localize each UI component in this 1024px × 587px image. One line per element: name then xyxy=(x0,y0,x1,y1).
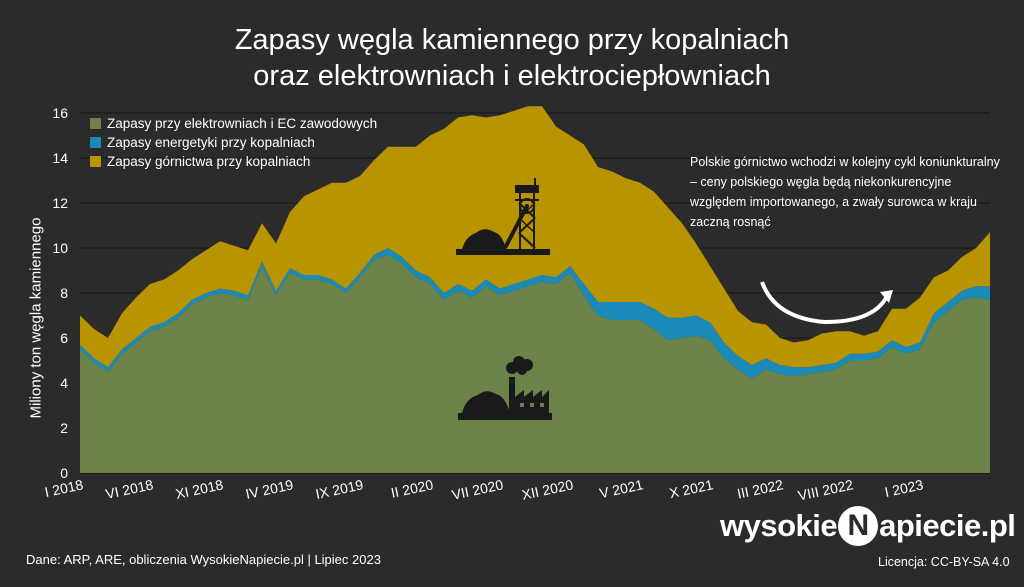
y-tick-label: 14 xyxy=(52,150,68,166)
brand-text-1: wysokie xyxy=(720,508,838,543)
area-series-0 xyxy=(80,254,990,473)
x-tick-label: I 2018 xyxy=(43,476,85,500)
y-tick-label: 8 xyxy=(60,285,68,301)
legend: Zapasy przy elektrowniach i EC zawodowyc… xyxy=(90,114,377,171)
legend-swatch-ec xyxy=(90,118,101,129)
brand-logo: wysokie N apiecie.pl xyxy=(720,506,1016,546)
x-tick-label: VI 2018 xyxy=(104,476,155,502)
legend-swatch-energetyka xyxy=(90,137,101,148)
y-tick-label: 4 xyxy=(60,375,68,391)
y-tick-labels: 0 2 4 6 8 10 12 14 16 xyxy=(52,105,68,481)
x-tick-label: XII 2020 xyxy=(520,476,575,503)
chart-title-line-1: Zapasy węgla kamiennego przy kopalniach xyxy=(234,24,790,56)
x-tick-label: IV 2019 xyxy=(244,476,295,502)
chart-annotation: Polskie górnictwo wchodzi w kolejny cykl… xyxy=(690,155,1000,229)
x-tick-label: VIII 2022 xyxy=(796,476,854,503)
brand-text-2: apiecie.pl xyxy=(879,508,1016,543)
legend-label-energetyka: Zapasy energetyki przy kopalniach xyxy=(107,135,315,150)
legend-item-energetyka: Zapasy energetyki przy kopalniach xyxy=(90,133,377,152)
y-tick-label: 10 xyxy=(52,240,68,256)
source-note: Dane: ARP, ARE, obliczenia WysokieNapiec… xyxy=(26,552,381,567)
x-tick-label: X 2021 xyxy=(668,476,715,501)
y-tick-label: 6 xyxy=(60,330,68,346)
x-tick-label: XI 2018 xyxy=(174,476,225,502)
trend-arrow-icon xyxy=(760,281,893,325)
chart-title-line-2: oraz elektrowniach i elektrociepłowniach xyxy=(253,60,771,92)
legend-swatch-gornictwo xyxy=(90,156,101,167)
x-tick-label: II 2020 xyxy=(389,476,434,501)
x-tick-label: III 2022 xyxy=(736,476,785,501)
x-tick-label: V 2021 xyxy=(598,476,645,501)
brand-mark: N xyxy=(838,506,879,546)
legend-label-gornictwo: Zapasy górnictwa przy kopalniach xyxy=(107,154,311,169)
y-tick-label: 2 xyxy=(60,420,68,436)
coal-mine-icon xyxy=(456,178,550,255)
y-tick-label: 16 xyxy=(52,105,68,121)
power-plant-icon xyxy=(458,356,552,420)
chart-title: Zapasy węgla kamiennego przy kopalniach … xyxy=(0,22,1024,94)
legend-item-ec: Zapasy przy elektrowniach i EC zawodowyc… xyxy=(90,114,377,133)
legend-item-gornictwo: Zapasy górnictwa przy kopalniach xyxy=(90,152,377,171)
y-tick-label: 0 xyxy=(60,465,68,481)
x-tick-label: I 2023 xyxy=(883,476,925,500)
x-tick-label: IX 2019 xyxy=(314,476,365,502)
x-tick-labels: I 2018 VI 2018 XI 2018 IV 2019 IX 2019 II 202… xyxy=(43,476,925,503)
x-tick-label: VII 2020 xyxy=(450,476,505,503)
legend-label-ec: Zapasy przy elektrowniach i EC zawodowyc… xyxy=(107,116,378,131)
license-note: Licencja: CC-BY-SA 4.0 xyxy=(878,555,1010,569)
y-tick-label: 12 xyxy=(52,195,68,211)
